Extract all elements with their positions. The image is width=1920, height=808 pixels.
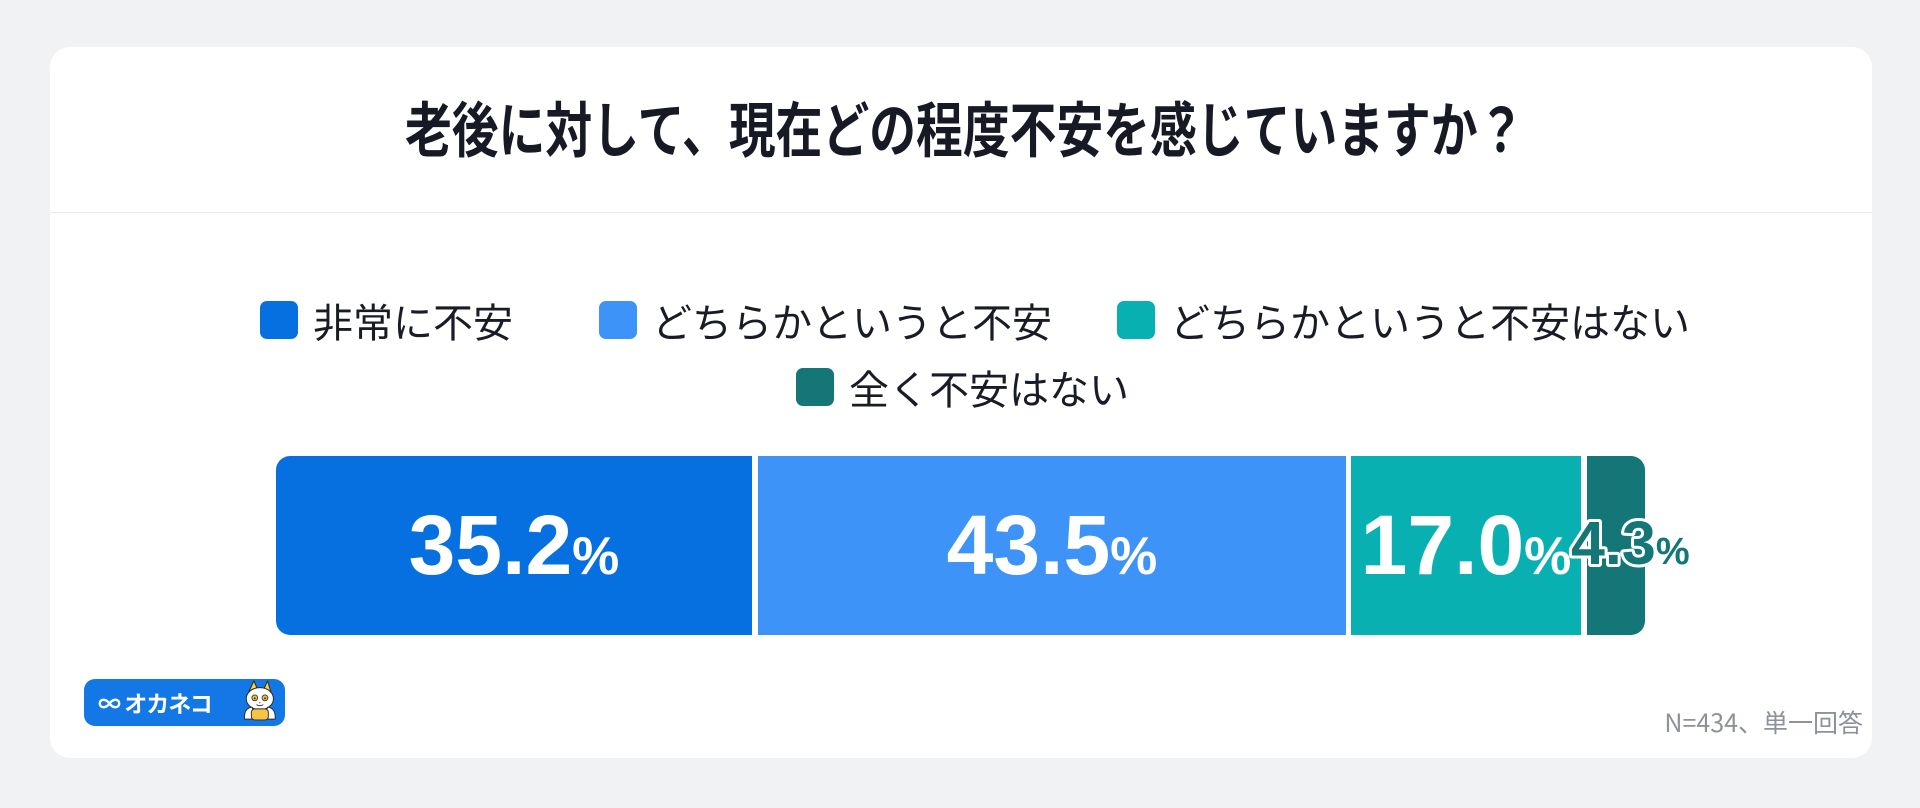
svg-text:4.3%: 4.3% (1571, 509, 1690, 577)
svg-text:∞ オカネコ: ∞ オカネコ (98, 685, 212, 719)
